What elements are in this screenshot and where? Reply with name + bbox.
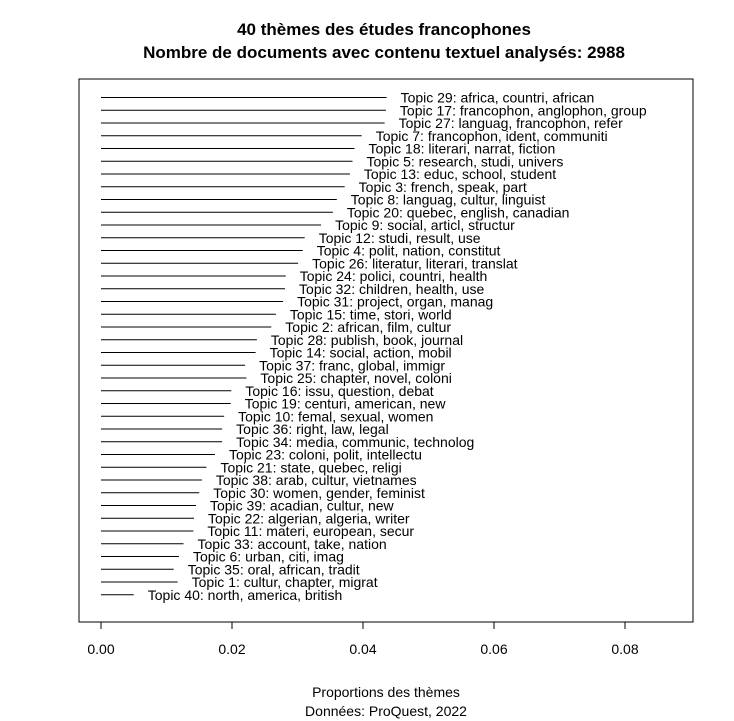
topic-label: Topic 16: issu, question, debat <box>245 383 433 399</box>
topic-label: Topic 28: publish, book, journal <box>271 332 463 348</box>
topic-label: Topic 9: social, articl, structur <box>335 217 515 233</box>
topic-label: Topic 32: children, health, use <box>299 281 484 297</box>
topic-label: Topic 6: urban, citi, imag <box>193 549 344 565</box>
topic-label: Topic 33: account, take, nation <box>198 536 387 552</box>
chart-title: 40 thèmes des études francophones <box>237 20 531 39</box>
topic-label: Topic 21: state, quebec, religi <box>220 459 401 475</box>
topic-label: Topic 22: algerian, algeria, writer <box>208 510 410 526</box>
topic-label: Topic 3: french, speak, part <box>359 179 527 195</box>
topic-label: Topic 18: literari, narrat, fiction <box>368 141 555 157</box>
x-tick-label: 0.06 <box>480 641 507 657</box>
topic-label: Topic 4: polit, nation, constitut <box>317 243 501 259</box>
topic-label: Topic 35: oral, african, tradit <box>188 561 360 577</box>
x-tick-label: 0.00 <box>87 641 114 657</box>
topic-label: Topic 15: time, stori, world <box>290 306 452 322</box>
x-tick-label: 0.08 <box>611 641 638 657</box>
data-source-caption: Données: ProQuest, 2022 <box>305 703 467 719</box>
topic-label: Topic 20: quebec, english, canadian <box>347 204 570 220</box>
x-tick-label: 0.04 <box>349 641 376 657</box>
topic-label: Topic 2: african, film, cultur <box>285 319 451 335</box>
topic-label: Topic 7: francophon, ident, communiti <box>376 128 608 144</box>
bars-group: Topic 29: africa, countri, africanTopic … <box>101 90 647 603</box>
topic-label: Topic 36: right, law, legal <box>236 421 389 437</box>
topic-label: Topic 38: arab, cultur, vietnames <box>216 472 417 488</box>
topic-label: Topic 11: materi, european, secur <box>207 523 414 539</box>
topic-label: Topic 13: educ, school, student <box>364 166 556 182</box>
topic-label: Topic 5: research, studi, univers <box>367 153 564 169</box>
x-tick-label: 0.02 <box>218 641 245 657</box>
topic-label: Topic 40: north, america, british <box>148 587 343 603</box>
topic-label: Topic 37: franc, global, immigr <box>259 357 445 373</box>
topic-label: Topic 8: languag, cultur, linguist <box>351 192 546 208</box>
topic-label: Topic 10: femal, sexual, women <box>238 408 433 424</box>
chart-subtitle: Nombre de documents avec contenu textuel… <box>143 43 625 62</box>
topic-label: Topic 1: cultur, chapter, migrat <box>192 574 378 590</box>
x-axis: 0.00 0.02 0.04 0.06 0.08 <box>87 621 639 657</box>
topic-label: Topic 19: centuri, american, new <box>245 396 447 412</box>
topic-label: Topic 23: coloni, polit, intellectu <box>229 447 422 463</box>
x-axis-label: Proportions des thèmes <box>312 684 460 700</box>
topic-label: Topic 34: media, communic, technolog <box>236 434 474 450</box>
topic-label: Topic 31: project, organ, manag <box>297 294 493 310</box>
topic-label: Topic 25: chapter, novel, coloni <box>260 370 451 386</box>
topic-label: Topic 27: languag, francophon, refer <box>399 115 623 131</box>
topic-label: Topic 39: acadian, cultur, new <box>210 498 395 514</box>
topic-label: Topic 26: literatur, literari, translat <box>312 255 518 271</box>
topic-label: Topic 17: francophon, anglophon, group <box>400 102 647 118</box>
topic-label: Topic 30: women, gender, feminist <box>213 485 425 501</box>
topic-label: Topic 12: studi, result, use <box>319 230 481 246</box>
topic-label: Topic 24: polici, countri, health <box>300 268 488 284</box>
topic-label: Topic 29: africa, countri, african <box>401 90 595 106</box>
topic-label: Topic 14: social, action, mobil <box>270 345 452 361</box>
